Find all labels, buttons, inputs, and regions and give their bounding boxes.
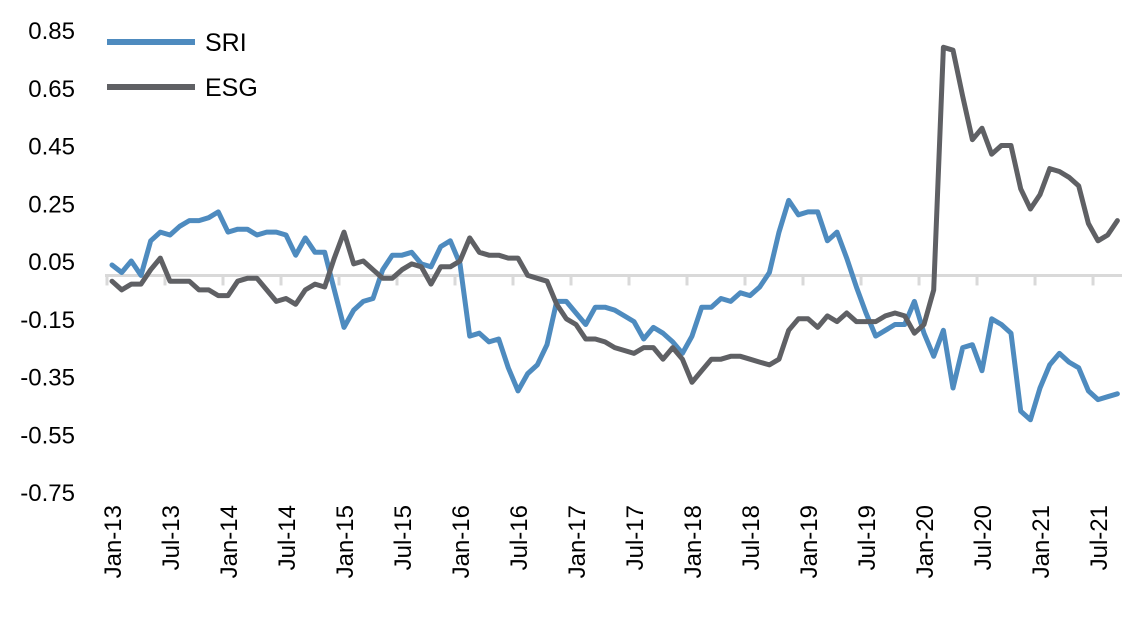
axes: 0.85 0.65 0.45 0.25 0.05 -0.15 -0.35 -0.55 -0.75… [20,18,1122,578]
y-tick-label: -0.15 [20,307,75,334]
x-tick-label: Jan-21 [1028,505,1055,578]
x-tick-label: Jan-16 [448,505,475,578]
series-line-sri [109,197,1120,423]
y-tick-label: -0.55 [20,422,75,449]
x-tick-label: Jan-14 [216,505,243,578]
x-tick-label: Jul-14 [274,505,301,570]
x-tick-label: Jul-21 [1086,505,1113,570]
series-line-esg [109,44,1120,385]
series [109,44,1120,423]
x-tick-label: Jan-17 [564,505,591,578]
x-tick-label: Jan-13 [100,505,127,578]
legend: SRI ESG [107,29,258,102]
y-tick-label: 0.45 [28,134,75,161]
x-tick-label: Jul-20 [970,505,997,570]
legend-label-sri: SRI [205,29,247,57]
y-tick-label: -0.75 [20,480,75,507]
y-tick-label: 0.85 [28,18,75,45]
y-tick-label: -0.35 [20,365,75,392]
x-tick-label: Jul-16 [506,505,533,570]
x-tick-label: Jul-13 [158,505,185,570]
x-tick-label: Jan-19 [796,505,823,578]
x-tick-label: Jul-18 [738,505,765,570]
y-tick-label: 0.05 [28,249,75,276]
x-tick-label: Jan-18 [680,505,707,578]
legend-label-esg: ESG [205,74,258,102]
x-tick-label: Jul-19 [854,505,881,570]
x-tick-label: Jan-20 [912,505,939,578]
x-tick-label: Jul-15 [390,505,417,570]
x-tick-label: Jan-15 [332,505,359,578]
y-tick-label: 0.25 [28,191,75,218]
x-tick-label: Jul-17 [622,505,649,570]
y-tick-label: 0.65 [28,76,75,103]
